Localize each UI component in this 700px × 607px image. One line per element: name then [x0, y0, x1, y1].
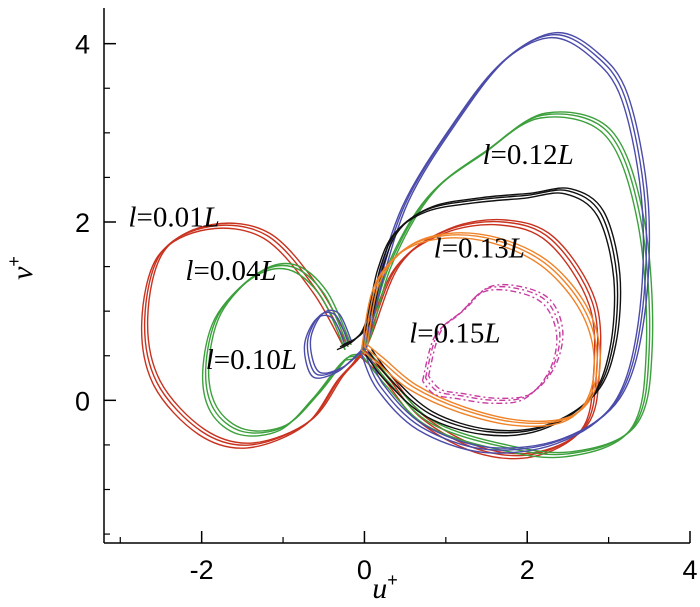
x-tick-label: 0	[357, 555, 372, 585]
y-axis-label: v+	[4, 256, 39, 280]
series-line-4-cycle-2	[360, 237, 595, 427]
series-label-0: l=0.01L	[128, 201, 219, 233]
series-line-3	[339, 189, 619, 434]
series-line-3-cycle-1	[342, 187, 622, 432]
series-line-5-cycle-1	[427, 283, 564, 400]
series-line-2-cycle-2	[303, 37, 645, 454]
series-label-2: l=0.10L	[206, 344, 297, 376]
series-line-5-cycle-2	[421, 288, 558, 405]
x-tick-label: 2	[520, 555, 535, 585]
series-line-4-cycle-1	[366, 232, 601, 422]
series-label-3: l=0.12L	[482, 139, 573, 171]
series-label-1: l=0.04L	[185, 255, 276, 287]
series-label-4: l=0.13L	[434, 233, 525, 265]
x-tick-label: 4	[682, 555, 697, 585]
x-tick-label: -2	[190, 555, 214, 585]
y-tick-label: 0	[75, 386, 90, 416]
chart-curves	[140, 32, 654, 460]
chart-ticks: -2 0 2 4 0 2 4	[75, 30, 698, 585]
series-line-3-cycle-2	[336, 192, 616, 437]
series-line-1-cycle-1	[207, 111, 654, 454]
y-tick-label: 2	[75, 208, 90, 238]
chart-annotations: l=0.01L l=0.04L l=0.10L l=0.12L l=0.13L l=0.1…	[128, 139, 573, 376]
series-line-1	[204, 113, 651, 456]
x-axis-label: u+	[372, 570, 398, 605]
series-label-5: l=0.15L	[409, 317, 500, 349]
series-line-1-cycle-2	[201, 116, 648, 459]
y-tick-label: 4	[75, 30, 90, 60]
